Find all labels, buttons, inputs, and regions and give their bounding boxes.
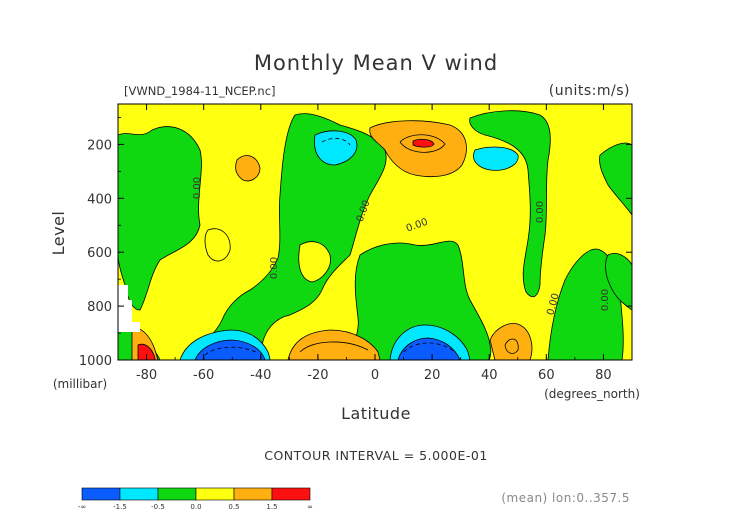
colorbar-label: 0.0 xyxy=(190,503,201,511)
blue-region-2 xyxy=(397,337,461,360)
y-axis: 200 400 600 800 1000 xyxy=(79,117,632,369)
colorbar-label: ∞ xyxy=(307,503,313,511)
contour-label-7: 0.00 xyxy=(600,289,611,311)
green-region-2 xyxy=(189,113,387,360)
x-tick-label: 20 xyxy=(424,368,441,383)
colorbar-label: 1.5 xyxy=(266,503,277,511)
contour-fills xyxy=(118,110,632,360)
x-tick-label: 80 xyxy=(595,368,612,383)
chart-title: Monthly Mean V wind xyxy=(254,51,498,75)
contour-label-1: 0.00 xyxy=(192,177,203,199)
contour-label-2: 0.00 xyxy=(269,257,280,279)
x-axis-title: Latitude xyxy=(341,404,411,423)
x-tick-label: 60 xyxy=(538,368,555,383)
y-axis-title: Level xyxy=(49,211,68,256)
x-tick-label: 0 xyxy=(371,368,379,383)
colorbar-label: 0.5 xyxy=(228,503,239,511)
contour-interval-text: CONTOUR INTERVAL = 5.000E-01 xyxy=(264,448,488,463)
red-region-1 xyxy=(412,138,435,148)
green-region-6 xyxy=(599,142,632,216)
cyan-region-2 xyxy=(473,146,519,171)
yellow-island-1 xyxy=(298,241,331,283)
x-tick-label: -80 xyxy=(136,368,157,383)
colorbar-swatch xyxy=(233,487,273,501)
x-axis: -80 -60 -40 -20 0 20 40 60 80 xyxy=(117,104,633,383)
plot-area: 0.00 0.00 0.00 0.00 0.00 0.00 0.00 xyxy=(117,103,633,361)
dashed-contour-3 xyxy=(321,138,351,146)
colorbar-swatch xyxy=(157,487,197,501)
missing-data-region xyxy=(118,285,140,332)
colorbar: -∞ -1.5 -0.5 0.0 0.5 1.5 ∞ xyxy=(78,487,313,511)
y-axis-unit: (millibar) xyxy=(53,377,107,391)
green-region-5 xyxy=(547,248,624,360)
blue-region-1 xyxy=(194,339,266,360)
y-tick-label: 1000 xyxy=(79,354,112,369)
x-tick-label: -60 xyxy=(193,368,214,383)
colorbar-swatch xyxy=(271,487,311,501)
colorbar-swatch xyxy=(195,487,235,501)
solid-contour-2 xyxy=(399,134,446,153)
orange-region-1 xyxy=(369,120,467,177)
yellow-island-2 xyxy=(204,228,231,262)
y-tick-label: 600 xyxy=(87,246,112,261)
x-tick-label: -20 xyxy=(307,368,328,383)
colorbar-label: -0.5 xyxy=(151,503,165,511)
colorbar-label: -1.5 xyxy=(113,503,127,511)
colorbar-swatch xyxy=(81,487,121,501)
y-tick-label: 400 xyxy=(87,192,112,207)
contour-label-5: 0.00 xyxy=(535,201,546,223)
dashed-contour-2 xyxy=(403,342,456,353)
x-tick-label: 40 xyxy=(481,368,498,383)
x-tick-label: -40 xyxy=(250,368,271,383)
units-label: (units:m/s) xyxy=(549,83,630,99)
orange-region-2 xyxy=(235,155,261,182)
footer-mean-text: (mean) lon:0..357.5 xyxy=(501,491,630,505)
colorbar-label: -∞ xyxy=(78,503,86,511)
file-label: [VWND_1984-11_NCEP.nc] xyxy=(124,84,276,98)
orange-region-4 xyxy=(489,323,533,360)
cyan-region-1 xyxy=(314,130,358,166)
solid-contour-1 xyxy=(299,341,369,353)
dashed-contour-1 xyxy=(204,346,259,356)
green-region-7 xyxy=(605,253,632,311)
colorbar-swatch xyxy=(119,487,159,501)
y-tick-label: 800 xyxy=(87,300,112,315)
green-region-4 xyxy=(469,110,551,298)
solid-contour-3 xyxy=(504,338,519,354)
x-axis-unit: (degrees_north) xyxy=(544,387,640,401)
orange-region-3 xyxy=(287,329,381,360)
green-region-3 xyxy=(353,240,492,360)
y-tick-label: 200 xyxy=(87,138,112,153)
